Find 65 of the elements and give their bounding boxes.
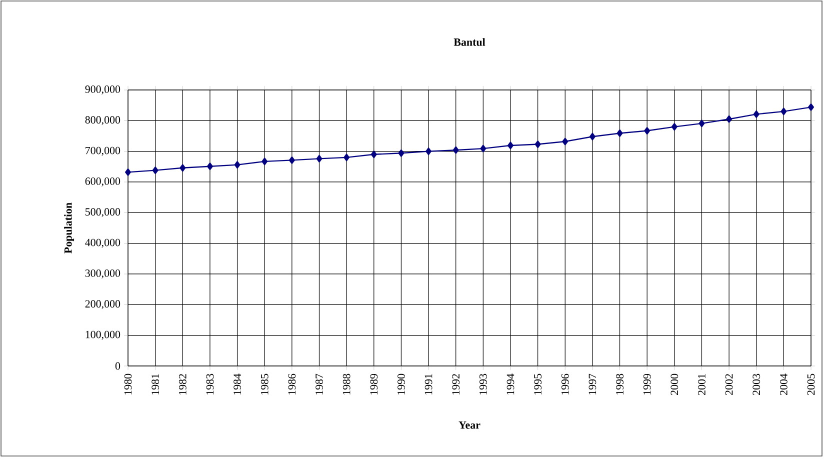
point (398, 149, 404, 157)
point (808, 103, 814, 111)
point (698, 120, 705, 128)
x-tick-label: 1991 (424, 374, 432, 394)
y-tick-label: 300,000 (85, 270, 120, 278)
x-tick-label: 1998 (616, 374, 624, 394)
point (589, 132, 596, 140)
x-tick-label: 2002 (725, 374, 733, 395)
point (370, 150, 377, 158)
y-tick-label: 600,000 (85, 178, 120, 186)
x-tick-label: 1983 (206, 374, 214, 394)
point (234, 161, 240, 169)
x-tick-label: 2004 (780, 374, 788, 395)
y-tick-label: 800,000 (85, 116, 120, 126)
point (644, 126, 650, 135)
x-tick-label: 1988 (342, 374, 350, 394)
point (426, 148, 432, 156)
x-tick-label: 1999 (643, 374, 651, 394)
x-tick-label: 1984 (234, 374, 241, 394)
x-tick-label: 1997 (588, 374, 596, 394)
point (180, 164, 186, 172)
point (534, 140, 541, 148)
point (480, 144, 486, 152)
x-tick-label: 1989 (370, 374, 378, 394)
point (452, 146, 459, 154)
x-tick-label: 2003 (752, 374, 760, 395)
point (206, 162, 213, 170)
x-tick-label: 1985 (260, 374, 268, 394)
y-tick-label: 200,000 (85, 300, 120, 310)
point (726, 115, 732, 123)
point (344, 154, 350, 162)
y-axis-title: Population (64, 202, 74, 254)
point (780, 108, 787, 116)
x-tick-label: 1987 (316, 374, 323, 394)
y-tick-label: 400,000 (85, 238, 120, 248)
point (671, 122, 678, 131)
y-tick-label: 700,000 (86, 146, 120, 156)
point (262, 158, 268, 166)
x-tick-label: 1990 (398, 374, 405, 394)
point (316, 154, 322, 162)
x-tick-label: 1980 (124, 374, 132, 394)
y-tick-label: 500,000 (86, 208, 120, 218)
point (125, 168, 132, 176)
x-tick-label: 1986 (288, 374, 296, 394)
point (616, 129, 623, 138)
x-tick-label: 1992 (452, 374, 460, 394)
y-tick-label: 100,000 (86, 330, 120, 340)
point (753, 110, 760, 118)
x-tick-label: 1993 (479, 374, 487, 394)
x-tick-label: 2005 (807, 374, 815, 395)
x-tick-label: 1994 (506, 374, 514, 394)
x-tick-label: 1981 (152, 374, 160, 394)
y-tick-label: 900,000 (85, 86, 120, 94)
point (507, 142, 514, 150)
point (288, 156, 295, 164)
x-tick-label: 1995 (534, 374, 542, 394)
chart-title: Bantul (454, 38, 486, 46)
point (152, 166, 158, 174)
y-tick-label: 0 (115, 362, 120, 370)
x-tick-label: 1996 (561, 374, 569, 394)
x-axis-title: Year (458, 422, 480, 429)
x-tick-label: 1982 (178, 374, 186, 394)
x-tick-label: 2001 (698, 374, 706, 395)
point (562, 138, 568, 146)
x-tick-label: 2000 (670, 374, 678, 395)
